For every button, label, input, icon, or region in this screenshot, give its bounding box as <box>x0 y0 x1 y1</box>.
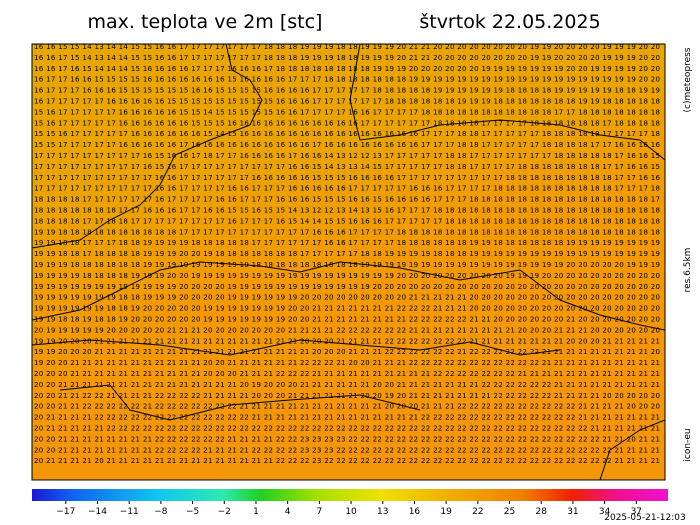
contours <box>32 44 665 480</box>
grid-row: 19 19 19 19 19 19 19 19 19 19 19 19 20 2… <box>34 283 660 291</box>
grid-row: 20 20 21 21 21 21 21 21 21 21 21 21 21 2… <box>34 381 660 389</box>
colorbar-tick-label: −5 <box>186 507 199 517</box>
colorbar-tick-label: 7 <box>316 507 322 517</box>
copyright: (c)meteopress <box>683 47 693 112</box>
grid-row: 19 19 19 19 18 18 18 18 19 19 19 20 20 1… <box>34 272 660 280</box>
grid-row: 15 15 16 17 17 17 17 17 16 16 16 16 16 1… <box>34 130 660 138</box>
grid-row: 15 16 17 17 17 17 17 16 16 16 16 16 15 1… <box>34 108 660 116</box>
colorbar-tick-label: −2 <box>218 507 231 517</box>
grid-row: 19 19 19 19 19 19 18 18 19 20 20 20 20 2… <box>34 305 660 313</box>
colorbar-tick-label: 22 <box>472 507 483 517</box>
colorbar-tick-label: −17 <box>56 507 75 517</box>
grid-row: 20 21 21 21 21 21 22 22 22 22 22 22 22 2… <box>34 425 660 433</box>
grid-row: 20 20 20 21 21 21 21 21 21 21 21 21 21 2… <box>34 370 660 378</box>
colorbar-tick-label: 10 <box>345 507 357 517</box>
grid-row: 20 21 21 21 21 22 22 22 22 22 22 22 22 2… <box>34 414 660 422</box>
colorbar-tick-label: 4 <box>285 507 291 517</box>
grid-row: 18 18 18 18 17 17 17 17 17 17 16 17 17 1… <box>34 196 660 204</box>
colorbar <box>32 489 668 501</box>
colorbar-tick-label: −11 <box>120 507 139 517</box>
grid-row: 19 19 18 18 18 18 18 18 18 18 18 18 17 1… <box>34 228 660 236</box>
grid-row: 20 20 21 21 22 22 22 22 22 21 22 22 22 2… <box>34 403 660 411</box>
colorbar-ticks: −17 −14 −11 −8 −5 −2 1 4 7 10 13 16 19 22 25 28 31 34 37 <box>56 501 642 517</box>
colorbar-tick-label: 31 <box>567 507 578 517</box>
grid-row: 20 21 21 21 21 20 21 21 21 21 21 21 21 2… <box>34 457 660 465</box>
grid-row: 16 17 17 16 16 15 15 15 15 16 16 16 16 1… <box>34 76 660 84</box>
grid-row: 15 16 17 17 17 17 17 16 16 16 16 16 16 1… <box>34 119 660 127</box>
grid-row: 18 18 18 18 18 18 18 17 17 16 16 16 17 1… <box>34 207 660 215</box>
colorbar-tick-label: 34 <box>599 507 611 517</box>
map-area <box>31 43 666 481</box>
grid-row: 16 17 17 17 17 17 16 16 16 16 16 15 15 1… <box>34 98 660 106</box>
grid-row: 19 19 19 18 18 18 18 18 18 19 19 19 19 1… <box>34 261 660 269</box>
grid-row: 15 15 17 17 17 17 17 16 16 16 16 16 17 1… <box>34 141 661 149</box>
colorbar-tick-label: −14 <box>88 507 107 517</box>
grid-row: 19 20 20 21 21 21 21 21 21 21 21 21 21 2… <box>34 359 660 367</box>
colorbar-tick-label: −8 <box>154 507 168 517</box>
model: icon-eu <box>683 428 693 461</box>
colorbar-tick-label: 37 <box>631 507 642 517</box>
grid-row: 17 17 17 17 17 17 17 17 17 16 15 16 17 1… <box>34 163 660 171</box>
grid-row: 19 19 18 18 17 18 18 18 18 19 19 19 20 2… <box>34 250 660 258</box>
grid-row: 16 16 17 15 14 13 14 14 15 15 16 16 17 1… <box>34 54 660 62</box>
grid-row: 17 17 17 17 17 17 17 17 17 17 16 16 17 1… <box>34 174 661 182</box>
colorbar-tick-label: 13 <box>377 507 388 517</box>
grid-row: 16 16 17 16 15 14 14 14 15 16 16 16 16 1… <box>34 65 660 73</box>
grid-row: 17 17 17 17 17 17 17 17 17 17 16 16 17 1… <box>34 185 660 193</box>
timestamp: 2025-05-21-12:03 <box>604 513 686 523</box>
grid-row: 19 19 20 20 20 21 21 21 21 21 21 21 21 2… <box>34 337 660 345</box>
grid-row: 20 19 19 19 19 19 20 20 20 20 20 21 21 2… <box>34 326 660 334</box>
grid-row: 19 19 20 20 20 21 21 21 21 21 21 21 21 2… <box>34 348 660 356</box>
colorbar-tick-label: 16 <box>409 507 421 517</box>
date: štvrtok 22.05.2025 <box>419 11 600 33</box>
grid-row: 19 19 18 18 19 18 18 19 20 20 20 20 20 2… <box>34 316 660 324</box>
grid-row: 18 18 18 18 17 17 18 18 17 17 17 17 17 1… <box>34 217 660 225</box>
value-grid: 16 16 15 15 14 13 14 14 15 15 16 16 17 1… <box>34 43 661 465</box>
title: max. teplota ve 2m [stc] <box>88 11 323 33</box>
colorbar-tick-label: 1 <box>253 507 259 517</box>
grid-row: 17 17 17 17 17 17 17 17 17 16 15 16 16 1… <box>34 152 660 160</box>
colorbar-tick-label: 28 <box>535 507 547 517</box>
grid-row: 20 20 21 21 21 21 21 21 21 21 22 22 22 2… <box>34 446 660 454</box>
colorbar-tick-label: 25 <box>504 507 515 517</box>
grid-row: 16 16 15 15 14 13 14 14 15 15 16 16 17 1… <box>34 43 660 51</box>
grid-row: 20 20 21 21 21 21 21 21 21 21 22 22 22 2… <box>34 435 660 443</box>
grid-row: 19 19 18 18 17 17 17 18 18 19 19 19 19 1… <box>34 239 660 247</box>
grid-row: 16 17 17 17 16 16 16 15 15 15 15 15 15 1… <box>34 87 660 95</box>
resolution: res.6.5km <box>683 248 693 293</box>
grid-row: 19 19 19 19 19 19 19 18 18 19 19 19 20 2… <box>34 294 660 302</box>
colorbar-tick-label: 19 <box>440 507 452 517</box>
